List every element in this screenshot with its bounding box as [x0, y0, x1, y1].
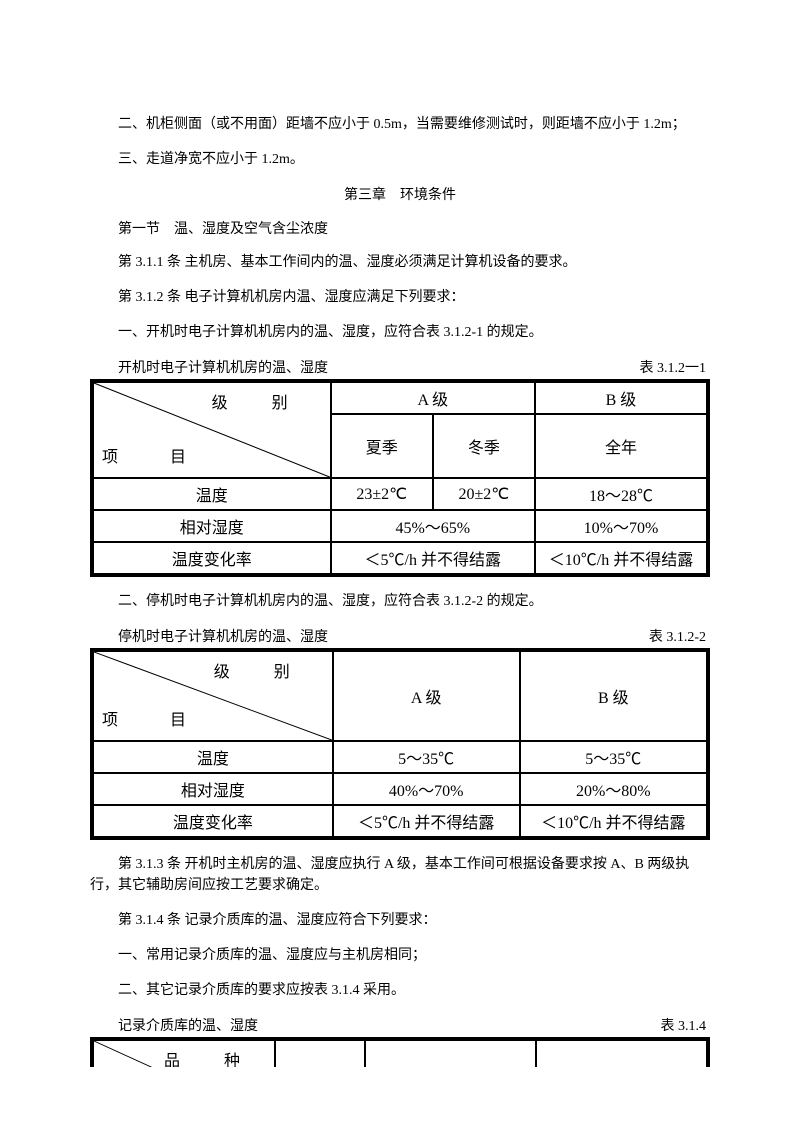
col-header-b: B 级: [521, 652, 706, 740]
cell: 45%～65%: [332, 511, 534, 541]
sub-header-summer: 夏季: [332, 415, 432, 477]
header-level: 品 种: [164, 1047, 254, 1067]
caption-right: 表 3.1.4: [661, 1015, 707, 1035]
table-1: 级 别 项 目 A 级 B 级 夏季 冬季 全年 温度 23±2℃ 20±2℃ …: [90, 379, 710, 577]
cell: ＜10℃/h 并不得结露: [536, 543, 706, 573]
cell: [537, 1041, 706, 1067]
header-item: 项 目: [102, 706, 204, 730]
table-3-cutoff: 品 种: [90, 1037, 710, 1067]
cell: [276, 1041, 364, 1067]
col-header-b: B 级: [536, 383, 706, 413]
cell: ＜10℃/h 并不得结露: [521, 806, 706, 836]
cell: 20±2℃: [434, 479, 534, 509]
table-caption: 开机时电子计算机机房的温、湿度 表 3.1.2一1: [90, 357, 710, 377]
caption-right: 表 3.1.2-2: [649, 626, 706, 646]
sub-header-fullyear: 全年: [536, 415, 706, 477]
header-level: 级 别: [212, 389, 302, 413]
row-label: 温度: [94, 742, 332, 772]
cell: 20%～80%: [521, 774, 706, 804]
col-header-a: A 级: [334, 652, 519, 740]
header-item: 项 目: [102, 443, 204, 467]
cell: 23±2℃: [332, 479, 432, 509]
caption-left: 记录介质库的温、湿度: [118, 1015, 258, 1035]
table-2: 级 别 项 目 A 级 B 级 温度 5～35℃ 5～35℃ 相对湿度 40%～…: [90, 648, 710, 840]
clause-item: 一、常用记录介质库的温、湿度应与主机房相同；: [90, 945, 710, 966]
clause-item: 二、停机时电子计算机机房内的温、湿度，应符合表 3.1.2-2 的规定。: [90, 591, 710, 612]
clause: 第 3.1.1 条 主机房、基本工作间内的温、湿度必须满足计算机设备的要求。: [90, 252, 710, 273]
cell: 40%～70%: [334, 774, 519, 804]
cell: 10%～70%: [536, 511, 706, 541]
cell: ＜5℃/h 并不得结露: [332, 543, 534, 573]
sub-header-winter: 冬季: [434, 415, 534, 477]
corner-header: 品 种: [94, 1041, 274, 1067]
row-label: 相对湿度: [94, 774, 332, 804]
clause-item: 一、开机时电子计算机机房内的温、湿度，应符合表 3.1.2-1 的规定。: [90, 322, 710, 343]
cell: ＜5℃/h 并不得结露: [334, 806, 519, 836]
caption-right: 表 3.1.2一1: [640, 357, 707, 377]
row-label: 温度变化率: [94, 543, 330, 573]
clause: 第 3.1.2 条 电子计算机机房内温、湿度应满足下列要求：: [90, 287, 710, 308]
caption-left: 开机时电子计算机机房的温、湿度: [118, 357, 328, 377]
cell: [366, 1041, 535, 1067]
clause: 第 3.1.4 条 记录介质库的温、湿度应符合下列要求：: [90, 910, 710, 931]
table-caption: 记录介质库的温、湿度 表 3.1.4: [90, 1015, 710, 1035]
corner-header: 级 别 项 目: [94, 652, 332, 740]
table-3: 品 种: [90, 1037, 710, 1067]
row-label: 相对湿度: [94, 511, 330, 541]
clause-item: 二、其它记录介质库的要求应按表 3.1.4 采用。: [90, 980, 710, 1001]
caption-left: 停机时电子计算机机房的温、湿度: [118, 626, 328, 646]
corner-header: 级 别 项 目: [94, 383, 330, 477]
cell: 5～35℃: [521, 742, 706, 772]
section-title: 第一节 温、湿度及空气含尘浓度: [90, 218, 710, 238]
header-level: 级 别: [214, 658, 304, 682]
paragraph: 二、机柜侧面（或不用面）距墙不应小于 0.5m，当需要维修测试时，则距墙不应小于…: [90, 114, 710, 135]
clause: 第 3.1.3 条 开机时主机房的温、湿度应执行 A 级，基本工作间可根据设备要…: [90, 854, 710, 896]
paragraph: 三、走道净宽不应小于 1.2m。: [90, 149, 710, 170]
row-label: 温度变化率: [94, 806, 332, 836]
table-caption: 停机时电子计算机机房的温、湿度 表 3.1.2-2: [90, 626, 710, 646]
col-header-a: A 级: [332, 383, 534, 413]
chapter-title: 第三章 环境条件: [90, 184, 710, 204]
cell: 5～35℃: [334, 742, 519, 772]
cell: 18～28℃: [536, 479, 706, 509]
row-label: 温度: [94, 479, 330, 509]
